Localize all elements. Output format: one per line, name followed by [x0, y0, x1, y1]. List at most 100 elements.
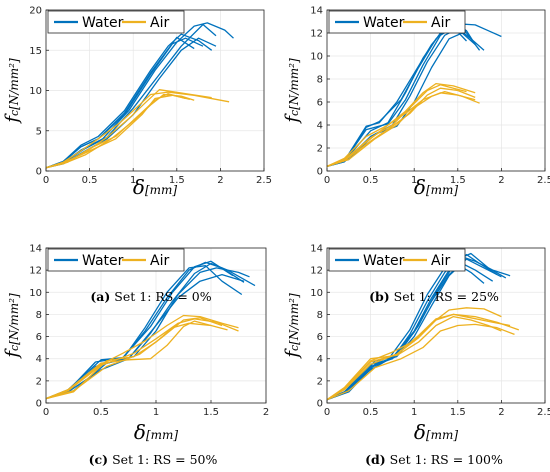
x-tick-label: 1.5	[169, 175, 185, 186]
y-tick-label: 0	[36, 167, 42, 178]
y-tick-label: 8	[317, 75, 323, 86]
x-tick-label: 1	[130, 175, 136, 186]
subplot-4: 0 0.5 1 1.5 2 2.5 0 2 4 6 8 10 12 14 δ[mm] fc[N/mm²] Wat…	[282, 244, 550, 445]
x-tick-label: 2.5	[537, 407, 550, 418]
series-air-curve-5	[326, 313, 511, 401]
x-tick-label: 2	[498, 175, 504, 186]
y-tick-label: 15	[29, 46, 42, 57]
y-tick-label: 8	[317, 310, 323, 321]
x-axis-label: δ[mm]	[414, 175, 458, 199]
y-tick-label: 5	[36, 126, 42, 137]
x-tick-label: 0.5	[363, 175, 379, 186]
series-water-curve-5	[45, 36, 195, 169]
y-tick-label: 2	[317, 376, 323, 387]
y-tick-label: 14	[310, 6, 323, 17]
y-tick-label: 4	[36, 354, 42, 365]
subplot-1: 0 0.5 1 1.5 2 2.5 0 5 10 15 20 δ[mm] fc[N/mm²] Water A…	[2, 6, 272, 200]
y-tick-label: 10	[29, 86, 42, 97]
x-tick-label: 1	[153, 407, 159, 418]
series-air-curve-2	[326, 313, 520, 401]
y-tick-label: 20	[29, 6, 42, 17]
x-tick-label: 0	[324, 175, 330, 186]
legend: Water Air	[328, 248, 466, 272]
y-tick-label: 12	[310, 266, 323, 277]
caption-a: (a) Set 1: RS = 0%	[90, 289, 212, 304]
series-air-curve-4	[45, 320, 212, 400]
series-water-curve-5	[45, 273, 245, 400]
y-tick-label: 14	[29, 244, 42, 255]
y-tick-label: 0	[317, 167, 323, 178]
series-air-curve-4	[326, 323, 515, 401]
series-air-curve-2	[326, 87, 476, 168]
y-tick-label: 6	[317, 332, 323, 343]
y-tick-label: 0	[317, 399, 323, 410]
legend: Water Air	[328, 10, 466, 34]
y-tick-label: 6	[317, 98, 323, 109]
legend-box	[47, 248, 185, 272]
legend-box	[47, 10, 185, 34]
axes-frame	[326, 9, 546, 172]
x-tick-label: 1.5	[203, 407, 219, 418]
legend-label-water: Water	[82, 15, 124, 31]
legend-box	[328, 10, 466, 34]
x-tick-label: 2	[263, 407, 269, 418]
series-air-curve-4	[326, 84, 467, 168]
y-tick-label: 4	[317, 354, 323, 365]
y-tick-label: 2	[36, 376, 42, 387]
x-axis-label: δ[mm]	[133, 175, 177, 199]
y-tick-label: 0	[36, 399, 42, 410]
legend-box	[328, 248, 466, 272]
x-tick-label: 2	[498, 407, 504, 418]
y-axis-label: fc[N/mm²]	[2, 293, 23, 360]
caption-c: (c) Set 1: RS = 50%	[88, 452, 218, 467]
axes-frame	[326, 247, 546, 404]
x-axis-label: δ[mm]	[134, 420, 178, 444]
series-air-curve-1	[45, 91, 230, 169]
x-tick-label: 2.5	[256, 175, 272, 186]
y-tick-label: 2	[317, 144, 323, 155]
y-tick-label: 6	[36, 332, 42, 343]
x-tick-label: 0	[43, 175, 49, 186]
subplot-3: 0 0.5 1 1.5 2 0 2 4 6 8 10 12 14 δ[mm] fc[N/mm²] Water A…	[2, 244, 269, 445]
y-axis-label: fc[N/mm²]	[282, 293, 303, 360]
y-tick-label: 12	[29, 266, 42, 277]
x-tick-label: 0	[43, 407, 49, 418]
y-tick-label: 12	[310, 29, 323, 40]
x-tick-label: 0.5	[82, 175, 98, 186]
y-tick-label: 10	[310, 52, 323, 63]
legend-label-water: Water	[363, 253, 405, 269]
series-water-curve-6	[326, 253, 498, 401]
legend-label-air: Air	[431, 15, 450, 31]
series-air-curve-5	[45, 94, 191, 169]
legend: Water Air	[47, 10, 185, 34]
series-air-curve-5	[45, 317, 223, 400]
caption-b: (b) Set 1: RS = 25%	[369, 289, 499, 304]
legend-label-water: Water	[82, 253, 124, 269]
x-tick-label: 1.5	[450, 175, 466, 186]
x-tick-label: 2.5	[537, 175, 550, 186]
legend-label-air: Air	[150, 253, 169, 269]
y-tick-label: 8	[36, 310, 42, 321]
y-tick-label: 14	[310, 244, 323, 255]
y-tick-label: 10	[29, 288, 42, 299]
legend-label-air: Air	[150, 15, 169, 31]
series-water-curve-6	[45, 260, 234, 400]
legend: Water Air	[47, 248, 185, 272]
x-tick-label: 0	[324, 407, 330, 418]
caption-d: (d) Set 1: RS = 100%	[365, 452, 503, 467]
x-tick-label: 1	[411, 175, 417, 186]
legend-label-water: Water	[363, 15, 405, 31]
subplot-2: 0 0.5 1 1.5 2 2.5 0 2 4 6 8 10 12 14 δ[mm] fc[N/mm²] Wat…	[282, 6, 550, 200]
legend-label-air: Air	[431, 253, 450, 269]
y-tick-label: 4	[317, 121, 323, 132]
x-tick-label: 2	[217, 175, 223, 186]
x-tick-label: 1.5	[450, 407, 466, 418]
x-tick-label: 1	[411, 407, 417, 418]
series-air-curve-3	[326, 315, 502, 401]
y-axis-label: fc[N/mm²]	[2, 58, 23, 125]
y-axis-label: fc[N/mm²]	[282, 58, 303, 125]
y-tick-label: 10	[310, 288, 323, 299]
x-tick-label: 0.5	[363, 407, 379, 418]
x-tick-label: 0.5	[93, 407, 109, 418]
